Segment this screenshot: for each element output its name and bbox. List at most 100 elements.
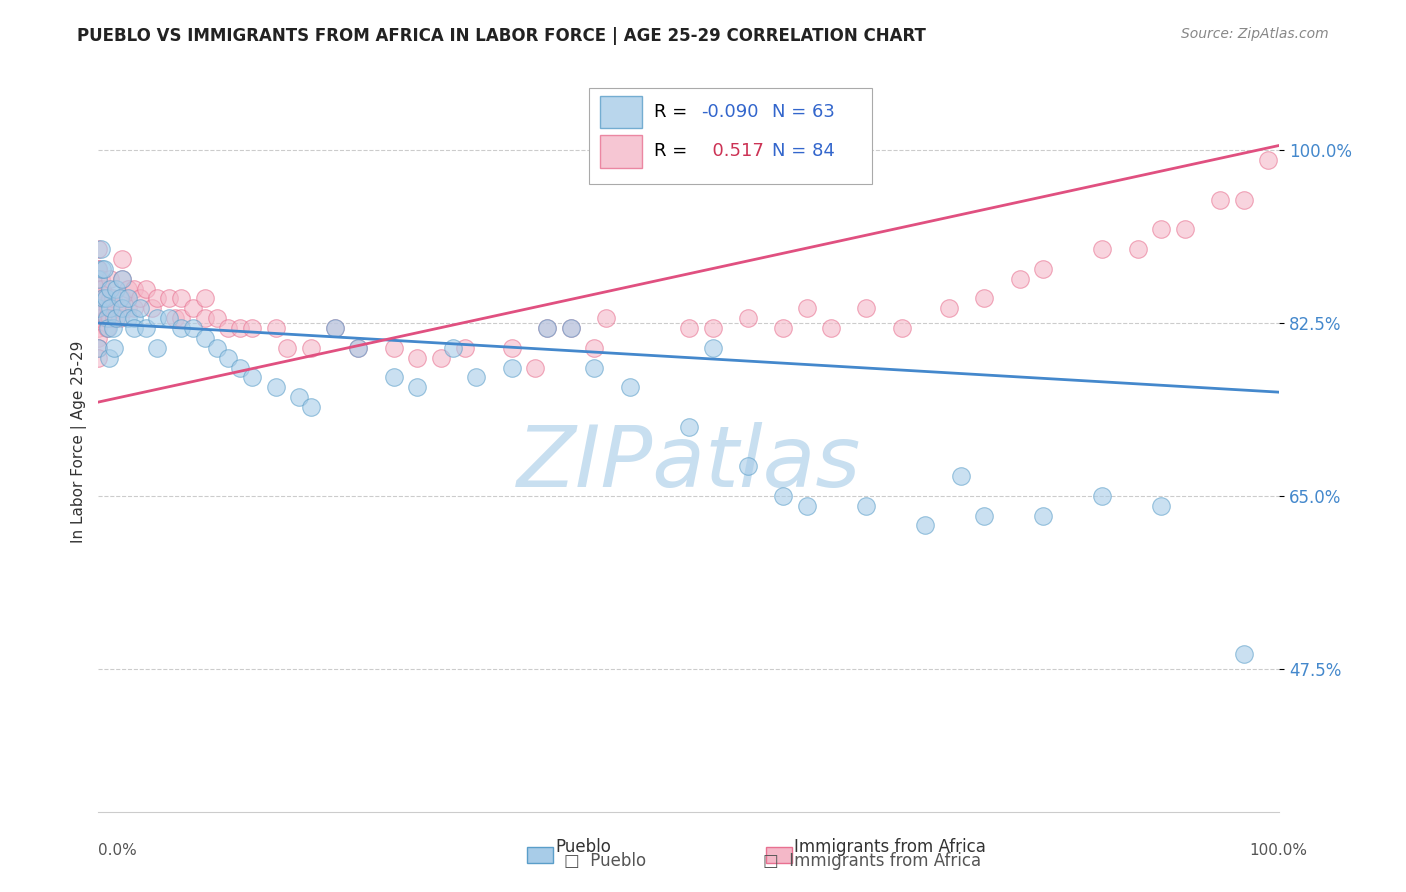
Point <box>122 311 145 326</box>
Point <box>1233 193 1256 207</box>
Point <box>141 301 163 316</box>
Point <box>146 292 169 306</box>
Point <box>914 518 936 533</box>
Text: N = 63: N = 63 <box>772 103 835 121</box>
Bar <box>600 95 641 128</box>
Text: Pueblo: Pueblo <box>555 838 612 856</box>
Point <box>347 341 370 355</box>
Text: □  Pueblo: □ Pueblo <box>564 852 645 870</box>
Point <box>441 341 464 355</box>
Point <box>194 311 217 326</box>
Point <box>1257 153 1279 168</box>
Point <box>111 271 134 285</box>
Bar <box>766 847 792 863</box>
Point <box>796 499 818 513</box>
Point <box>619 380 641 394</box>
Point <box>128 301 150 316</box>
Point <box>1150 499 1173 513</box>
Point <box>678 419 700 434</box>
Point <box>855 301 877 316</box>
Point <box>90 271 112 285</box>
Point <box>855 499 877 513</box>
Point <box>135 281 157 295</box>
Point <box>406 380 429 394</box>
Point <box>91 301 114 316</box>
Point <box>87 301 110 316</box>
Point <box>128 292 150 306</box>
Point <box>87 281 110 295</box>
Point <box>1032 261 1054 276</box>
Point <box>157 311 180 326</box>
Point <box>94 311 117 326</box>
Text: Source: ZipAtlas.com: Source: ZipAtlas.com <box>1181 27 1329 41</box>
Point <box>229 360 252 375</box>
Point <box>98 351 121 365</box>
Point <box>678 321 700 335</box>
Point <box>1091 489 1114 503</box>
Point <box>524 360 547 375</box>
Point <box>205 341 228 355</box>
Point <box>170 311 193 326</box>
Point <box>595 311 617 326</box>
Bar <box>527 847 553 863</box>
Point <box>1032 508 1054 523</box>
Text: N = 84: N = 84 <box>772 143 835 161</box>
Point <box>91 281 114 295</box>
Point <box>122 321 145 335</box>
Point <box>737 459 759 474</box>
Point <box>108 292 131 306</box>
Point <box>430 351 453 365</box>
Point <box>1126 242 1149 256</box>
Point <box>406 351 429 365</box>
Point <box>87 281 110 295</box>
Point <box>87 351 110 365</box>
Point <box>87 321 110 335</box>
Point <box>135 321 157 335</box>
Point <box>111 252 134 266</box>
Point <box>117 281 139 295</box>
Point <box>87 341 110 355</box>
Point <box>973 292 995 306</box>
Point <box>1008 271 1031 285</box>
Point <box>103 341 125 355</box>
Text: -0.090: -0.090 <box>700 103 758 121</box>
Point <box>1209 193 1232 207</box>
Point <box>105 281 128 295</box>
Point <box>796 301 818 316</box>
Point <box>181 321 204 335</box>
Point <box>87 331 110 345</box>
Point <box>1233 647 1256 661</box>
Point <box>820 321 842 335</box>
Point <box>382 341 405 355</box>
Point <box>103 311 125 326</box>
Text: 100.0%: 100.0% <box>1250 843 1308 858</box>
Text: Immigrants from Africa: Immigrants from Africa <box>794 838 986 856</box>
Point <box>98 311 121 326</box>
Text: 0.517: 0.517 <box>700 143 763 161</box>
Point <box>157 292 180 306</box>
Point <box>90 242 112 256</box>
Point <box>264 380 287 394</box>
Point <box>299 400 322 414</box>
Point <box>1091 242 1114 256</box>
Point <box>117 301 139 316</box>
Point <box>181 301 204 316</box>
Point <box>702 341 724 355</box>
Point <box>105 311 128 326</box>
Point <box>105 301 128 316</box>
Y-axis label: In Labor Force | Age 25-29: In Labor Force | Age 25-29 <box>72 341 87 542</box>
Point <box>98 301 121 316</box>
Text: ZIPatlas: ZIPatlas <box>517 422 860 505</box>
Point <box>96 311 118 326</box>
Point <box>382 370 405 384</box>
Point <box>111 271 134 285</box>
Point <box>583 341 606 355</box>
Point <box>98 271 121 285</box>
Point <box>87 242 110 256</box>
Point <box>264 321 287 335</box>
Point <box>1150 222 1173 236</box>
Point <box>101 292 124 306</box>
Point <box>973 508 995 523</box>
Point <box>111 292 134 306</box>
Point <box>87 271 110 285</box>
